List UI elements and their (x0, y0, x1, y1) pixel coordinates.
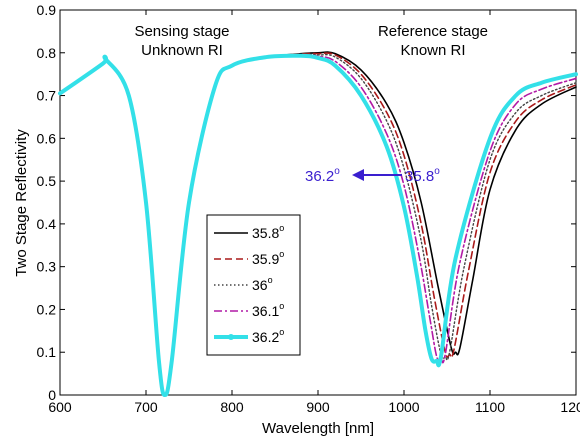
y-tick-label: 0.5 (37, 173, 57, 189)
y-tick-label: 0.1 (37, 344, 57, 360)
legend-label: 35.9o (252, 249, 284, 267)
shift-arrow-annotation: 36.2o 35.8o (305, 166, 440, 185)
legend-label: 35.8o (252, 223, 284, 241)
legend-marker (228, 334, 234, 340)
legend-label: 36o (252, 275, 273, 293)
x-axis-label: Wavelength [nm] (262, 420, 374, 437)
x-tick-label: 800 (220, 399, 244, 415)
arrow-end-label: 35.8o (405, 166, 440, 185)
y-tick-label: 0.3 (37, 259, 57, 275)
y-tick-label: 0.7 (37, 88, 57, 104)
y-tick-label: 0.9 (37, 2, 57, 18)
series-36-2-line (58, 53, 578, 397)
y-tick-label: 0 (48, 387, 56, 403)
y-tick-label: 0.2 (37, 301, 57, 317)
x-tick-label: 900 (306, 399, 330, 415)
stage-annotations: Sensing stage Unknown RI Reference stage… (134, 23, 488, 59)
legend: 35.8o 35.9o 36o 36.1o 36.2o (206, 214, 301, 356)
legend-label: 36.2o (252, 327, 284, 345)
sensing-unknown-ri-label: Unknown RI (141, 42, 223, 59)
x-tick-label: 1100 (475, 399, 505, 415)
x-tick-label: 600 (48, 399, 72, 415)
y-tick-label: 0.6 (37, 130, 57, 146)
shift-arrow-head (352, 169, 364, 181)
plot-area (59, 9, 577, 396)
reference-stage-label: Reference stage (378, 23, 488, 40)
sensing-stage-label: Sensing stage (134, 23, 229, 40)
y-axis-label: Two Stage Reflectivity (13, 129, 30, 277)
reference-known-ri-label: Known RI (400, 42, 465, 59)
x-tick-label: 1000 (388, 399, 419, 415)
series-lines (58, 51, 578, 397)
x-tick-label: 700 (134, 399, 158, 415)
y-tick-label: 0.4 (37, 216, 57, 232)
arrow-start-label: 36.2o (305, 166, 340, 185)
legend-label: 36.1o (252, 301, 284, 319)
y-tick-label: 0.8 (37, 45, 57, 61)
